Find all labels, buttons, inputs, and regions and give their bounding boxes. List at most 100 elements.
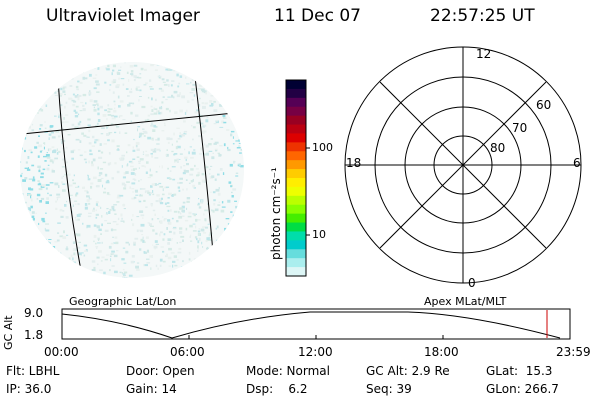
image-pixel xyxy=(56,198,58,201)
image-pixel xyxy=(213,199,216,202)
image-pixel xyxy=(138,135,141,138)
image-pixel xyxy=(38,188,43,191)
image-pixel xyxy=(189,92,194,94)
image-pixel xyxy=(93,240,95,243)
image-pixel xyxy=(203,213,205,216)
image-pixel xyxy=(212,262,214,266)
image-pixel xyxy=(97,119,101,122)
image-pixel xyxy=(181,95,185,99)
image-pixel xyxy=(129,65,134,68)
image-pixel xyxy=(45,184,50,186)
image-pixel xyxy=(100,260,103,262)
image-pixel xyxy=(233,161,236,163)
image-pixel xyxy=(236,117,239,119)
image-pixel xyxy=(120,213,123,217)
image-pixel xyxy=(119,271,122,274)
image-pixel xyxy=(51,136,56,139)
image-pixel xyxy=(203,180,207,183)
image-pixel xyxy=(162,250,165,253)
image-pixel xyxy=(185,76,187,79)
image-pixel xyxy=(83,158,87,161)
image-pixel xyxy=(163,218,167,220)
image-pixel xyxy=(227,229,232,231)
image-pixel xyxy=(214,178,217,181)
image-pixel xyxy=(146,258,150,260)
image-pixel xyxy=(81,64,83,66)
image-pixel xyxy=(172,260,176,263)
image-pixel xyxy=(42,243,44,245)
image-pixel xyxy=(150,153,153,155)
image-pixel xyxy=(49,194,52,197)
image-pixel xyxy=(126,71,129,74)
image-pixel xyxy=(192,138,194,141)
image-pixel xyxy=(152,229,155,232)
image-pixel xyxy=(28,248,31,250)
image-pixel xyxy=(84,77,88,80)
image-pixel xyxy=(145,150,148,152)
image-pixel xyxy=(179,92,181,95)
image-pixel xyxy=(234,272,238,275)
image-pixel xyxy=(59,104,63,107)
image-pixel xyxy=(204,266,207,269)
image-pixel xyxy=(167,209,170,212)
image-pixel xyxy=(155,264,158,268)
image-pixel xyxy=(148,194,151,196)
image-pixel xyxy=(174,159,178,162)
image-pixel xyxy=(90,62,93,65)
image-pixel xyxy=(190,81,192,84)
image-pixel xyxy=(156,143,160,145)
image-pixel xyxy=(128,160,133,163)
image-pixel xyxy=(71,123,75,127)
image-pixel xyxy=(115,85,120,89)
image-pixel xyxy=(181,215,185,217)
image-pixel xyxy=(187,215,192,218)
colorbar-segment xyxy=(286,195,306,206)
image-pixel xyxy=(229,114,234,118)
mlat-label: 70 xyxy=(512,121,528,135)
image-pixel xyxy=(232,214,235,218)
image-pixel xyxy=(83,244,88,247)
image-pixel xyxy=(183,132,185,134)
image-pixel xyxy=(45,88,49,90)
image-pixel xyxy=(98,274,101,277)
image-pixel xyxy=(198,73,202,76)
image-pixel xyxy=(97,112,100,116)
image-pixel xyxy=(121,154,125,157)
image-pixel xyxy=(178,210,180,214)
image-pixel xyxy=(60,139,63,141)
image-pixel xyxy=(77,80,80,83)
image-pixel xyxy=(32,218,35,221)
image-pixel xyxy=(24,201,27,204)
image-pixel xyxy=(212,152,214,154)
image-pixel xyxy=(54,271,57,274)
colorbar-segment xyxy=(286,151,306,161)
image-pixel xyxy=(31,231,35,234)
image-pixel xyxy=(93,108,97,112)
image-pixel xyxy=(41,83,44,85)
image-pixel xyxy=(39,104,42,108)
image-pixel xyxy=(77,122,81,126)
image-pixel xyxy=(80,254,82,256)
image-pixel xyxy=(42,168,46,171)
image-pixel xyxy=(28,90,32,92)
image-pixel xyxy=(93,224,97,227)
image-pixel xyxy=(132,146,134,149)
image-pixel xyxy=(30,151,33,154)
image-pixel xyxy=(173,90,178,94)
image-pixel xyxy=(168,247,172,251)
image-pixel xyxy=(68,267,71,270)
image-pixel xyxy=(87,178,91,181)
image-pixel xyxy=(139,210,144,213)
image-pixel xyxy=(181,133,185,137)
image-pixel xyxy=(198,135,202,138)
image-pixel xyxy=(203,73,207,76)
image-pixel xyxy=(186,207,188,210)
image-pixel xyxy=(83,254,86,257)
image-pixel xyxy=(20,245,23,247)
image-pixel xyxy=(222,172,225,175)
image-pixel xyxy=(154,69,158,71)
image-pixel xyxy=(231,271,233,274)
image-pixel xyxy=(193,94,196,97)
image-pixel xyxy=(133,75,137,78)
image-pixel xyxy=(25,246,27,248)
